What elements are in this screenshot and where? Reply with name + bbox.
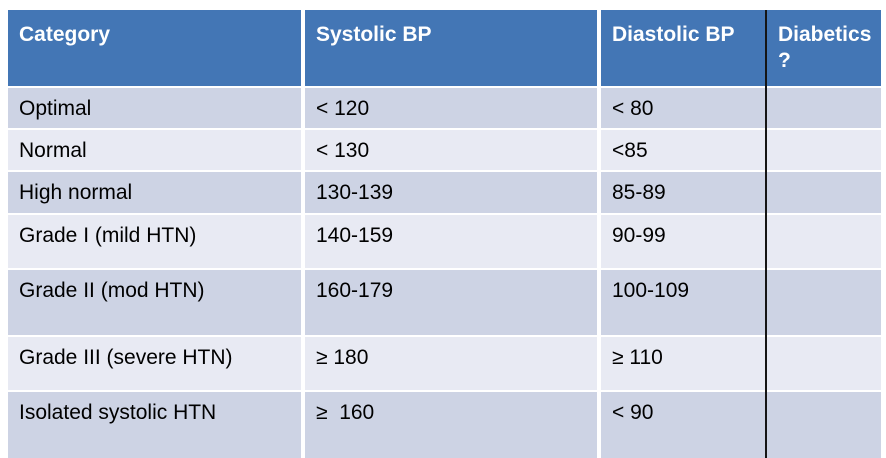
column-header-diastolic: Diastolic BP (601, 10, 767, 88)
cell-category: Normal (8, 130, 305, 172)
column-header-systolic: Systolic BP (305, 10, 601, 88)
cell-systolic: < 120 (305, 88, 601, 130)
cell-category: High normal (8, 172, 305, 215)
table-row-isolated-systolic: Isolated systolic HTN ≥ 160 < 90 (8, 392, 881, 458)
cell-diabetics (767, 88, 881, 130)
column-header-category: Category (8, 10, 305, 88)
column-header-diabetics: Diabetics ? (767, 10, 881, 88)
cell-diastolic: 85-89 (601, 172, 767, 215)
cell-category: Optimal (8, 88, 305, 130)
cell-diastolic: < 90 (601, 392, 767, 458)
cell-diabetics (767, 215, 881, 270)
cell-systolic: 140-159 (305, 215, 601, 270)
cell-diabetics (767, 172, 881, 215)
table-row-grade-2: Grade II (mod HTN) 160-179 100-109 (8, 270, 881, 337)
cell-diabetics (767, 337, 881, 392)
cell-category: Isolated systolic HTN (8, 392, 305, 458)
cell-category: Grade II (mod HTN) (8, 270, 305, 337)
cell-diabetics (767, 392, 881, 458)
cell-diastolic: 100-109 (601, 270, 767, 337)
table-row-normal: Normal < 130 <85 (8, 130, 881, 172)
cell-systolic: < 130 (305, 130, 601, 172)
table-row-high-normal: High normal 130-139 85-89 (8, 172, 881, 215)
cell-category: Grade I (mild HTN) (8, 215, 305, 270)
cell-diabetics (767, 270, 881, 337)
cell-systolic: 160-179 (305, 270, 601, 337)
cell-category: Grade III (severe HTN) (8, 337, 305, 392)
table-row-grade-3: Grade III (severe HTN) ≥ 180 ≥ 110 (8, 337, 881, 392)
cell-diastolic: ≥ 110 (601, 337, 767, 392)
cell-systolic: ≥ 160 (305, 392, 601, 458)
table-row-optimal: Optimal < 120 < 80 (8, 88, 881, 130)
diabetics-column-divider-line (765, 10, 767, 450)
cell-diastolic: < 80 (601, 88, 767, 130)
table-row-grade-1: Grade I (mild HTN) 140-159 90-99 (8, 215, 881, 270)
cell-diastolic: <85 (601, 130, 767, 172)
cell-diabetics (767, 130, 881, 172)
cell-systolic: 130-139 (305, 172, 601, 215)
cell-systolic: ≥ 180 (305, 337, 601, 392)
bp-classification-table: Category Systolic BP Diastolic BP Diabet… (8, 10, 881, 458)
header-row: Category Systolic BP Diastolic BP Diabet… (8, 10, 881, 88)
cell-diastolic: 90-99 (601, 215, 767, 270)
